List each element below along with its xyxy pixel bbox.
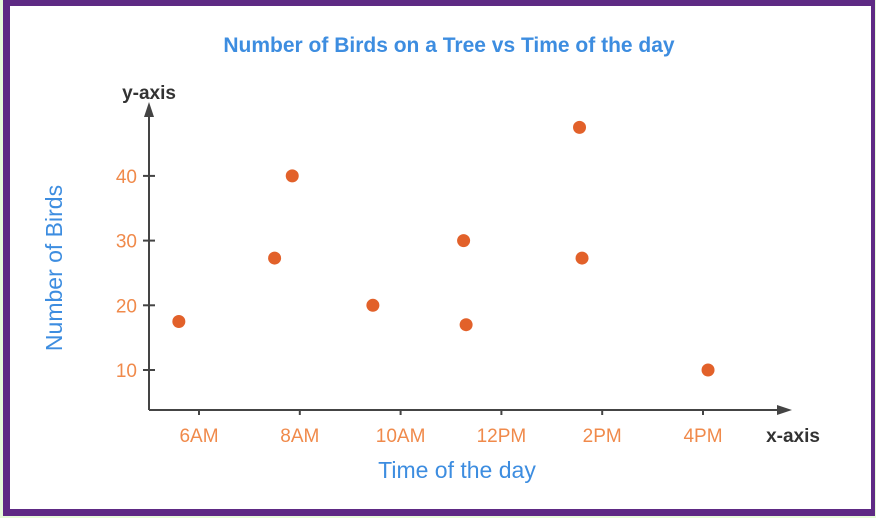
- axes: [144, 102, 792, 415]
- chart-frame: Number of Birds on a Tree vs Time of the…: [3, 0, 875, 516]
- chart-title: Number of Birds on a Tree vs Time of the…: [223, 34, 675, 57]
- y-axis-name: y-axis: [122, 83, 176, 104]
- x-axis-name: x-axis: [766, 426, 820, 447]
- scatter-plot: Number of Birds on a Tree vs Time of the…: [41, 34, 820, 483]
- y-tick-label: 20: [116, 296, 137, 317]
- data-point: [575, 251, 589, 265]
- data-point: [701, 363, 715, 377]
- y-tick-label: 40: [116, 167, 137, 188]
- data-point: [268, 251, 282, 265]
- x-tick-label: 4PM: [683, 426, 722, 447]
- chart-canvas: Number of Birds on a Tree vs Time of the…: [10, 6, 871, 509]
- x-ticks: 6AM 8AM 10AM 12PM 2PM 4PM: [179, 410, 723, 447]
- data-point: [285, 169, 299, 183]
- y-ticks: 10 20 30 40: [116, 167, 155, 382]
- x-axis-arrow-icon: [777, 405, 792, 415]
- data-point: [172, 314, 186, 328]
- y-tick-label: 30: [116, 232, 137, 253]
- x-tick-label: 6AM: [179, 426, 218, 447]
- y-tick-label: 10: [116, 361, 137, 382]
- x-tick-label: 10AM: [376, 426, 426, 447]
- data-point: [459, 318, 473, 332]
- y-axis-arrow-icon: [144, 102, 154, 117]
- x-tick-label: 2PM: [583, 426, 622, 447]
- x-tick-label: 12PM: [477, 426, 527, 447]
- x-tick-label: 8AM: [280, 426, 319, 447]
- y-axis-title: Number of Birds: [41, 185, 67, 351]
- data-point: [573, 120, 587, 134]
- data-point: [457, 234, 471, 248]
- data-point: [366, 298, 380, 312]
- data-points: [172, 120, 715, 377]
- x-axis-title: Time of the day: [378, 457, 536, 483]
